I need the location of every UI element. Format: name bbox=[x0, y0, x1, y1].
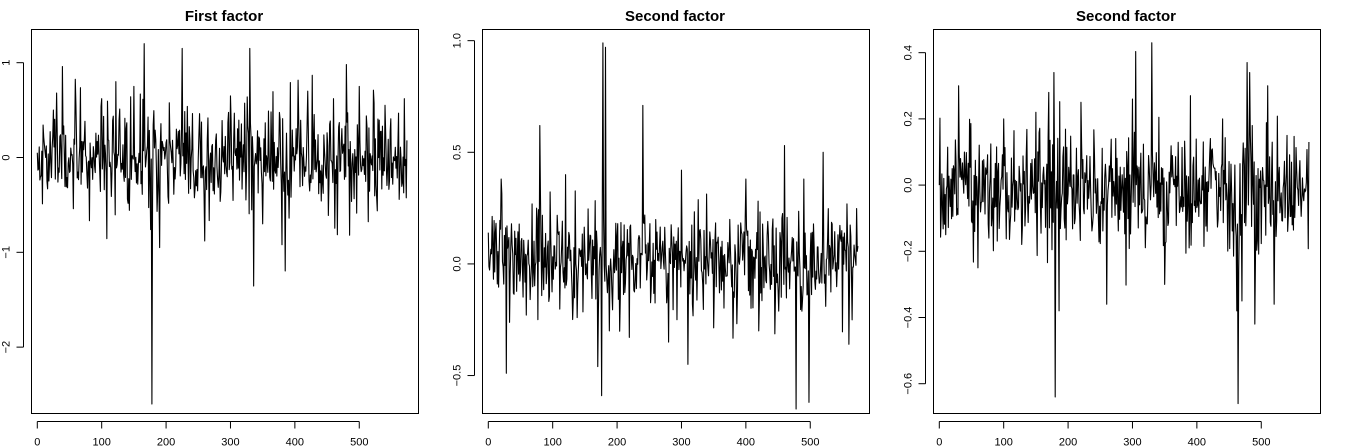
first-factor-panel: First factor 0 100 200 300 400 500 −2 −1 0 1 bbox=[1, 8, 419, 446]
y-tick-label: −0.2 bbox=[903, 240, 915, 262]
x-tick-label: 400 bbox=[737, 437, 755, 446]
x-axis: 0 100 200 300 400 500 bbox=[34, 421, 368, 446]
series-line bbox=[938, 42, 1310, 405]
y-tick-label: −1 bbox=[1, 246, 13, 259]
plot-frame bbox=[31, 29, 419, 414]
x-tick-label: 300 bbox=[1123, 437, 1141, 446]
y-tick-label: 0.0 bbox=[452, 256, 464, 271]
x-tick-label: 100 bbox=[544, 437, 562, 446]
x-tick-label: 500 bbox=[801, 437, 819, 446]
y-tick-label: −0.5 bbox=[452, 365, 464, 387]
plot-area bbox=[36, 43, 408, 405]
y-tick-label: 1 bbox=[1, 60, 13, 66]
x-tick-label: 400 bbox=[1188, 437, 1206, 446]
x-tick-label: 200 bbox=[157, 437, 175, 446]
x-tick-label: 100 bbox=[995, 437, 1013, 446]
y-tick-label: 0.5 bbox=[452, 145, 464, 160]
x-tick-label: 0 bbox=[936, 437, 942, 446]
plot-frame bbox=[933, 29, 1321, 414]
y-axis: −2 −1 0 1 bbox=[1, 60, 24, 354]
x-tick-label: 0 bbox=[485, 437, 491, 446]
plot-frame bbox=[482, 29, 870, 414]
x-tick-label: 400 bbox=[286, 437, 304, 446]
x-tick-label: 500 bbox=[350, 437, 368, 446]
x-tick-label: 100 bbox=[93, 437, 111, 446]
y-tick-label: 0.4 bbox=[903, 45, 915, 60]
plot-area bbox=[938, 42, 1310, 405]
panel-title: Second factor bbox=[1076, 8, 1176, 25]
y-tick-label: 0.0 bbox=[903, 177, 915, 192]
y-tick-label: −2 bbox=[1, 341, 13, 354]
series-line bbox=[487, 42, 859, 410]
y-tick-label: 0 bbox=[1, 154, 13, 160]
plot-area bbox=[487, 42, 859, 410]
panel-title: Second factor bbox=[625, 8, 725, 25]
second-factor-panel-2: Second factor 0 100 200 300 400 500 −0.6−0.4−… bbox=[903, 8, 1321, 446]
x-tick-label: 200 bbox=[608, 437, 626, 446]
x-tick-label: 200 bbox=[1059, 437, 1077, 446]
y-axis: −0.5 0.0 0.5 1.0 bbox=[452, 33, 475, 386]
y-tick-label: −0.6 bbox=[903, 373, 915, 395]
panel-title: First factor bbox=[185, 8, 264, 25]
y-tick-label: −0.4 bbox=[903, 307, 915, 329]
y-axis: −0.6 −0.4 −0.2 0.0 0.2 0.4 bbox=[903, 45, 926, 395]
x-axis: 0 100 200 300 400 500 bbox=[936, 421, 1270, 446]
second-factor-panel-1: Second factor 0 100 200 300 400 500 −0.5 0.0 0.… bbox=[452, 8, 870, 446]
y-tick-label: 1.0 bbox=[452, 33, 464, 48]
x-tick-label: 300 bbox=[672, 437, 690, 446]
x-tick-label: 500 bbox=[1252, 437, 1270, 446]
x-axis: 0 100 200 300 400 500 bbox=[485, 421, 819, 446]
x-tick-label: 0 bbox=[34, 437, 40, 446]
series-line bbox=[36, 43, 408, 405]
x-tick-label: 300 bbox=[221, 437, 239, 446]
y-tick-label: 0.2 bbox=[903, 111, 915, 126]
